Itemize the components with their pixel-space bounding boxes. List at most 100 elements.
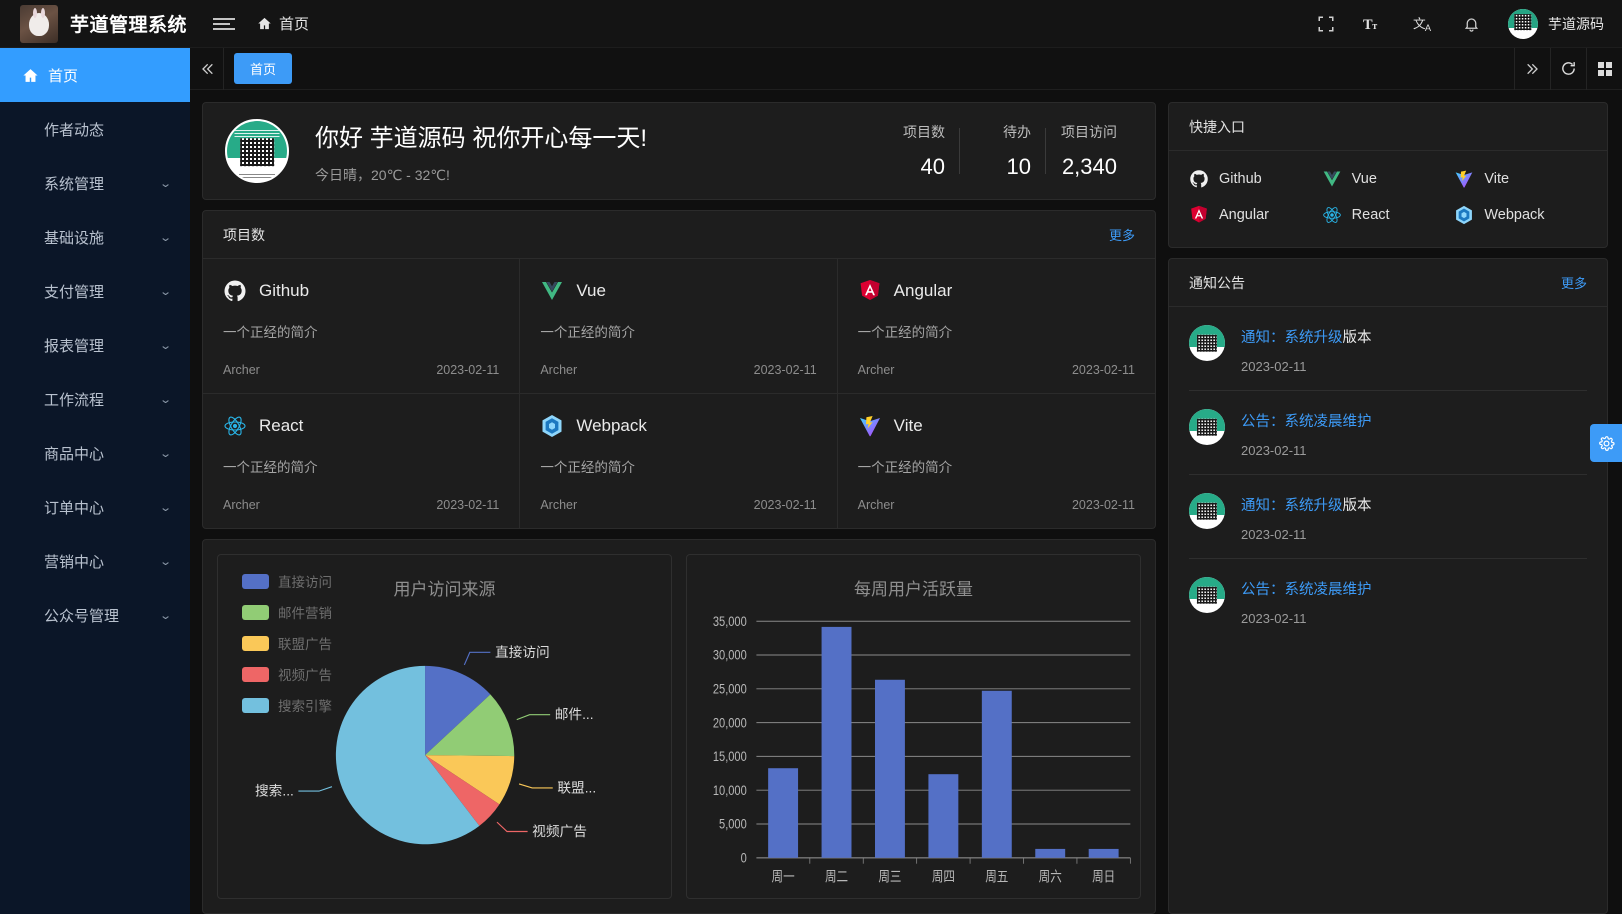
refresh-icon[interactable] xyxy=(1550,47,1586,90)
notice-title: 公告：系统凌晨维护 xyxy=(1241,414,1372,430)
tab-bar: 首页 xyxy=(190,47,1622,90)
settings-drawer-toggle[interactable] xyxy=(1590,424,1622,462)
quick-link-github[interactable]: Github xyxy=(1189,169,1322,189)
pie-leader-line xyxy=(516,714,551,721)
pie-slice[interactable] xyxy=(425,694,515,757)
grid-layout-icon[interactable] xyxy=(1586,47,1622,90)
notice-item[interactable]: 公告：系统凌晨维护 2023-02-11 xyxy=(1189,391,1587,475)
project-name: Vite xyxy=(893,416,923,435)
menu-toggle-icon[interactable] xyxy=(213,17,236,30)
project-header: Angular xyxy=(858,279,1135,303)
x-axis-tick-label: 周五 xyxy=(985,869,1008,885)
pie-slice[interactable] xyxy=(425,755,515,805)
project-card[interactable]: React 一个正经的简介 Archer 2023-02-11 xyxy=(203,394,521,528)
legend-item[interactable]: 邮件营销 xyxy=(242,602,332,622)
project-footer: Archer 2023-02-11 xyxy=(858,363,1135,377)
pie-slice[interactable] xyxy=(335,665,480,845)
project-author: Archer xyxy=(540,498,578,512)
sidebar-item-label: 基础设施 xyxy=(44,229,105,247)
bar-canvas: 0 5,000 10,000 15,000 20,000 25,000 30,000 35,0… xyxy=(713,614,1131,886)
logo-area[interactable]: 芋道管理系统 xyxy=(20,4,188,43)
project-date: 2023-02-11 xyxy=(436,363,500,377)
left-column: 你好 芋道源码 祝你开心每一天! 今日晴，20℃ - 32℃! 项目数 40 待… xyxy=(202,102,1156,914)
notice-text: 通知：系统升级版本 2023-02-11 xyxy=(1241,325,1372,374)
sidebar-item-label: 商品中心 xyxy=(44,445,105,463)
bar[interactable] xyxy=(928,774,959,858)
notice-avatar xyxy=(1189,325,1225,361)
pie-slice[interactable] xyxy=(425,755,500,826)
sidebar-item-infrastructure[interactable]: 基础设施 ⌄ xyxy=(0,210,190,264)
y-axis-tick-label: 0 xyxy=(741,850,747,865)
notice-item[interactable]: 通知：系统升级版本 2023-02-11 xyxy=(1189,475,1587,559)
bar[interactable] xyxy=(874,679,905,858)
notice-item[interactable]: 公告：系统凌晨维护 2023-02-11 xyxy=(1189,559,1587,642)
quick-link-react[interactable]: React xyxy=(1322,205,1455,225)
breadcrumb[interactable]: 首页 xyxy=(257,13,309,34)
bar-chart: 每周用户活跃量 0 5,000 10,000 15,000 20,000 25,000 30… xyxy=(686,554,1141,899)
notice-text: 公告：系统凌晨维护 2023-02-11 xyxy=(1241,409,1372,458)
project-card[interactable]: Github 一个正经的简介 Archer 2023-02-11 xyxy=(203,259,521,394)
notice-suffix: 版本 xyxy=(1342,498,1372,514)
fullscreen-icon[interactable] xyxy=(1317,15,1335,33)
sidebar-item-payment[interactable]: 支付管理 ⌄ xyxy=(0,264,190,318)
project-name: Github xyxy=(259,281,310,300)
tab-home[interactable]: 首页 xyxy=(234,53,293,84)
project-card[interactable]: Webpack 一个正经的简介 Archer 2023-02-11 xyxy=(520,394,838,528)
quick-links-card: 快捷入口 Github Vue xyxy=(1168,102,1608,248)
sidebar-item-system[interactable]: 系统管理 ⌄ xyxy=(0,156,190,210)
notices-card: 通知公告 更多 通知：系统升级版本 2023-02-11 xyxy=(1168,258,1608,914)
quick-link-label: React xyxy=(1351,207,1390,223)
notice-item[interactable]: 通知：系统升级版本 2023-02-11 xyxy=(1189,307,1587,391)
sidebar-item-order-center[interactable]: 订单中心 ⌄ xyxy=(0,480,190,534)
bar[interactable] xyxy=(821,626,852,858)
user-menu[interactable]: 芋道源码 xyxy=(1508,8,1608,39)
bar[interactable] xyxy=(768,768,799,858)
bar[interactable] xyxy=(981,690,1012,858)
project-card[interactable]: Vite 一个正经的简介 Archer 2023-02-11 xyxy=(838,394,1155,528)
quick-link-vite[interactable]: Vite xyxy=(1454,169,1587,189)
legend-item[interactable]: 直接访问 xyxy=(242,571,332,591)
project-card[interactable]: Angular 一个正经的简介 Archer 2023-02-11 xyxy=(837,259,1155,394)
legend-item[interactable]: 搜索引擎 xyxy=(242,695,332,715)
chevron-down-icon: ⌄ xyxy=(158,177,172,190)
project-date: 2023-02-11 xyxy=(753,498,817,512)
project-header: Vue xyxy=(540,279,816,303)
sidebar-item-marketing-center[interactable]: 营销中心 ⌄ xyxy=(0,534,190,588)
sidebar-item-official-account[interactable]: 公众号管理 ⌄ xyxy=(0,588,190,642)
sidebar-item-author-news[interactable]: 作者动态 xyxy=(0,102,190,156)
sidebar-item-label: 系统管理 xyxy=(44,175,105,193)
quick-link-label: Vite xyxy=(1484,171,1510,187)
pie-slice[interactable] xyxy=(425,665,491,756)
sidebar-item-label: 首页 xyxy=(48,67,79,85)
expand-tabs-icon[interactable] xyxy=(1514,47,1550,90)
notice-date: 2023-02-11 xyxy=(1241,611,1307,626)
sidebar-item-home[interactable]: 首页 xyxy=(0,48,190,102)
project-footer: Archer 2023-02-11 xyxy=(223,498,499,512)
bar[interactable] xyxy=(1088,848,1119,858)
quick-link-vue[interactable]: Vue xyxy=(1322,169,1455,189)
quick-link-webpack[interactable]: Webpack xyxy=(1454,205,1587,225)
content-area: 你好 芋道源码 祝你开心每一天! 今日晴，20℃ - 32℃! 项目数 40 待… xyxy=(190,90,1622,914)
projects-more-link[interactable]: 更多 xyxy=(1108,228,1135,243)
x-axis-tick-label: 周一 xyxy=(772,869,795,885)
body: 首页 作者动态 系统管理 ⌄ 基础设施 ⌄ 支付管理 ⌄ 报表管理 ⌄ xyxy=(0,47,1622,914)
sidebar-item-product-center[interactable]: 商品中心 ⌄ xyxy=(0,426,190,480)
bar[interactable] xyxy=(1035,848,1066,858)
sidebar-item-report[interactable]: 报表管理 ⌄ xyxy=(0,318,190,372)
app-title: 芋道管理系统 xyxy=(70,15,188,36)
legend-item[interactable]: 联盟广告 xyxy=(242,633,332,653)
quick-links-title: 快捷入口 xyxy=(1189,118,1245,135)
bell-icon[interactable] xyxy=(1463,15,1480,33)
legend-item[interactable]: 视频广告 xyxy=(242,664,332,684)
project-footer: Archer 2023-02-11 xyxy=(858,498,1135,512)
sidebar-item-workflow[interactable]: 工作流程 ⌄ xyxy=(0,372,190,426)
project-card[interactable]: Vue 一个正经的简介 Archer 2023-02-11 xyxy=(520,259,838,394)
legend-swatch xyxy=(242,635,269,651)
collapse-tabs-icon[interactable] xyxy=(190,47,224,90)
quick-link-angular[interactable]: Angular xyxy=(1189,205,1322,225)
notices-more-link[interactable]: 更多 xyxy=(1560,276,1587,291)
vue-icon xyxy=(542,282,563,300)
